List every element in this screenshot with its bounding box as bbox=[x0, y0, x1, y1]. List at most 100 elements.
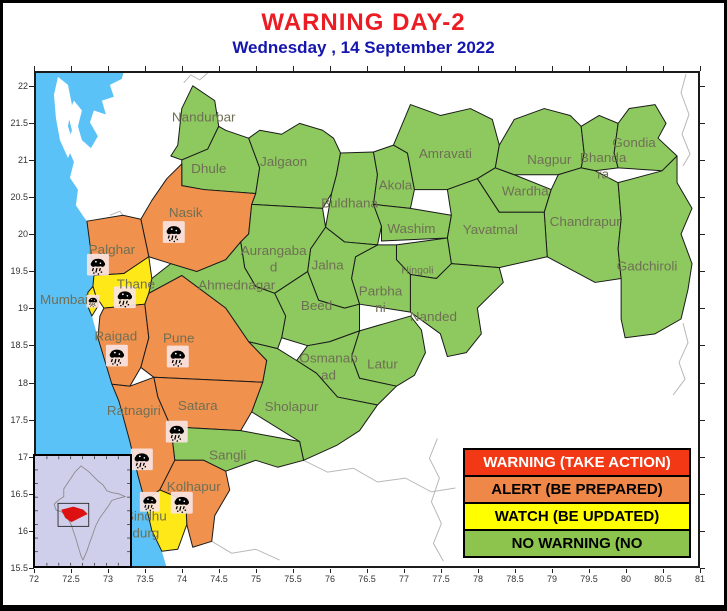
x-tick-73.5 bbox=[144, 569, 146, 573]
x-tick-label-80: 80 bbox=[620, 574, 631, 584]
icons-layer bbox=[86, 221, 193, 514]
y-tick-right-22 bbox=[700, 85, 705, 87]
x-tick-top-76.5 bbox=[366, 66, 368, 71]
district-label-aurangabad: d bbox=[270, 260, 277, 275]
y-tick-label-18.5: 18.5 bbox=[10, 340, 28, 350]
legend-label-2: WATCH (BE UPDATED) bbox=[494, 508, 660, 525]
district-label-nandurbar: Nandurbar bbox=[172, 109, 236, 124]
y-tick-right-20.5 bbox=[700, 196, 705, 198]
legend-label-1: ALERT (BE PREPARED) bbox=[491, 481, 663, 498]
x-tick-top-76 bbox=[329, 66, 331, 71]
x-tick-80 bbox=[625, 569, 627, 573]
y-tick-right-17.5 bbox=[700, 419, 705, 421]
rain-icon-sindhudurg bbox=[139, 491, 160, 512]
district-label-akola: Akola bbox=[379, 178, 413, 193]
district-label-yavatmal: Yavatmal bbox=[463, 222, 518, 237]
x-tick-81 bbox=[699, 569, 701, 573]
district-label-chandrapur: Chandrapur bbox=[550, 214, 622, 229]
x-tick-top-80.5 bbox=[662, 66, 664, 71]
y-tick-19 bbox=[29, 307, 34, 309]
rain-icon-pune bbox=[166, 345, 189, 368]
y-tick-label-20: 20 bbox=[17, 229, 28, 239]
district-label-parbhani: ni bbox=[375, 300, 386, 315]
arabian-sea bbox=[34, 71, 167, 568]
x-tick-72.5 bbox=[70, 569, 72, 573]
india-outline bbox=[53, 465, 127, 561]
x-tick-76 bbox=[329, 569, 331, 573]
y-tick-21 bbox=[29, 159, 34, 161]
neighbor-state-border-0 bbox=[183, 72, 209, 84]
x-tick-top-75.5 bbox=[292, 66, 294, 71]
x-tick-top-73.5 bbox=[144, 66, 146, 71]
rain-icon-mumbai bbox=[86, 294, 100, 308]
district-label-washim: Washim bbox=[387, 221, 435, 236]
x-tick-80.5 bbox=[662, 569, 664, 573]
warning-legend: WARNING (TAKE ACTION) ALERT (BE PREPARED)… bbox=[463, 448, 691, 558]
district-label-wardha: Wardha bbox=[502, 184, 549, 199]
district-nanded bbox=[409, 263, 504, 358]
neighbor-state-border-1 bbox=[680, 73, 691, 167]
district-label-hingoli: Hingoli bbox=[401, 266, 433, 277]
x-tick-label-73.5: 73.5 bbox=[136, 574, 154, 584]
y-tick-16.5 bbox=[29, 493, 34, 495]
neighbor-state-border-5 bbox=[428, 438, 444, 562]
inset-zoom-box bbox=[57, 502, 90, 527]
district-label-osmanabad: Osmanab bbox=[299, 351, 357, 366]
x-tick-top-74.5 bbox=[218, 66, 220, 71]
y-tick-label-21.5: 21.5 bbox=[10, 118, 28, 128]
rain-icon-ratnagiri bbox=[130, 448, 153, 471]
y-tick-label-22: 22 bbox=[17, 81, 28, 91]
border-right bbox=[724, 0, 727, 611]
border-bottom bbox=[0, 605, 727, 611]
district-label-jalna: Jalna bbox=[311, 258, 344, 273]
rain-icon-palghar bbox=[86, 253, 109, 276]
x-tick-79 bbox=[551, 569, 553, 573]
x-tick-top-78 bbox=[477, 66, 479, 71]
x-tick-top-72 bbox=[33, 66, 35, 71]
x-tick-75 bbox=[255, 569, 257, 573]
x-tick-77 bbox=[403, 569, 405, 573]
district-label-raigad: Raigad bbox=[95, 329, 138, 344]
x-tick-79.5 bbox=[588, 569, 590, 573]
district-label-sindhudurg: Sindhu bbox=[125, 509, 167, 524]
districts-layer bbox=[86, 85, 693, 552]
x-tick-label-74.5: 74.5 bbox=[210, 574, 228, 584]
x-tick-label-77: 77 bbox=[398, 574, 409, 584]
x-tick-top-77.5 bbox=[440, 66, 442, 71]
x-tick-72 bbox=[33, 569, 35, 573]
x-tick-top-79 bbox=[551, 66, 553, 71]
y-tick-18 bbox=[29, 382, 34, 384]
district-label-aurangabad: Aurangaba bbox=[241, 243, 307, 258]
x-tick-top-74 bbox=[181, 66, 183, 71]
y-tick-label-16: 16 bbox=[17, 526, 28, 536]
gujarat-coast-land bbox=[53, 76, 74, 158]
y-tick-label-15.5: 15.5 bbox=[10, 563, 28, 573]
y-tick-label-17: 17 bbox=[17, 452, 28, 462]
district-label-nasik: Nasik bbox=[169, 205, 203, 220]
rain-icon-satara bbox=[165, 420, 188, 443]
x-tick-top-73 bbox=[107, 66, 109, 71]
x-tick-top-79.5 bbox=[588, 66, 590, 71]
district-label-sangli: Sangli bbox=[209, 447, 246, 462]
district-label-nanded: Nanded bbox=[410, 309, 457, 324]
y-tick-right-15.5 bbox=[700, 567, 705, 569]
x-tick-label-78.5: 78.5 bbox=[506, 574, 524, 584]
maharashtra-highlight bbox=[61, 506, 88, 523]
x-tick-78 bbox=[477, 569, 479, 573]
x-tick-label-79.5: 79.5 bbox=[580, 574, 598, 584]
y-tick-15.5 bbox=[29, 567, 34, 569]
district-label-thane: Thane bbox=[117, 276, 155, 291]
y-tick-right-16.5 bbox=[700, 493, 705, 495]
x-tick-78.5 bbox=[514, 569, 516, 573]
legend-row-1: ALERT (BE PREPARED) bbox=[465, 475, 689, 502]
x-tick-label-80.5: 80.5 bbox=[654, 574, 672, 584]
x-tick-top-75 bbox=[255, 66, 257, 71]
district-label-sindhudurg: durg bbox=[132, 525, 159, 540]
x-tick-label-75: 75 bbox=[250, 574, 261, 584]
y-tick-right-21 bbox=[700, 159, 705, 161]
neighbor-state-border-2 bbox=[672, 322, 689, 396]
x-tick-74.5 bbox=[218, 569, 220, 573]
district-label-ratnagiri: Ratnagiri bbox=[107, 403, 161, 418]
neighbor-state-border-3 bbox=[303, 459, 456, 493]
